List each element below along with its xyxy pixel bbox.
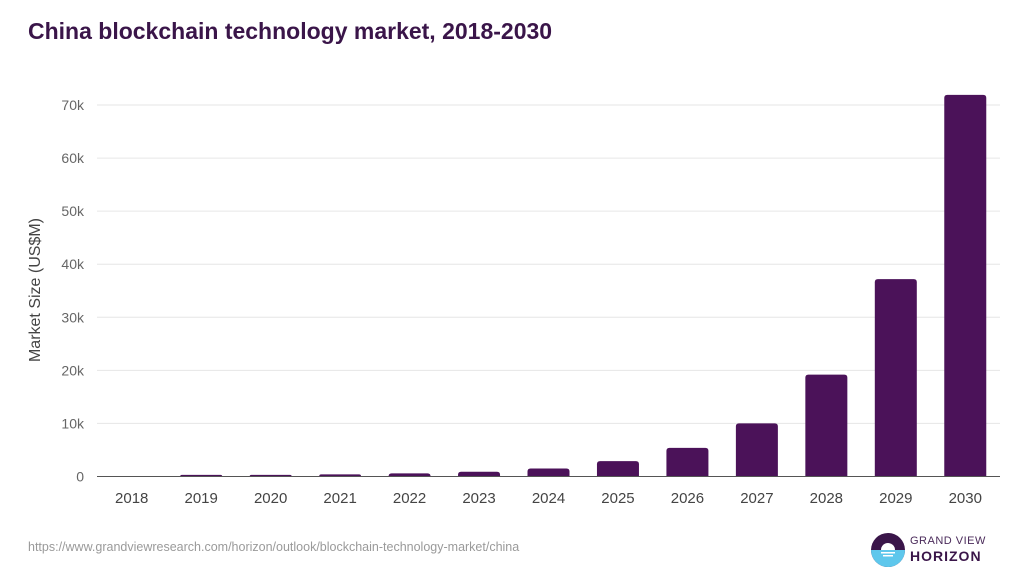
- x-tick-label: 2026: [671, 490, 704, 507]
- x-tick-label: 2018: [115, 490, 148, 507]
- x-tick-label: 2019: [185, 490, 218, 507]
- y-tick-label: 0: [76, 469, 84, 485]
- bar-2026: [666, 447, 709, 477]
- x-tick-label: 2025: [601, 490, 634, 507]
- bar-2025: [596, 461, 639, 477]
- x-tick-label: 2021: [323, 490, 356, 507]
- bar-2024: [527, 468, 570, 477]
- grand-view-horizon-logo: GRAND VIEW HORIZON: [870, 532, 1000, 568]
- y-tick-label: 20k: [61, 362, 85, 378]
- y-tick-label: 30k: [61, 309, 85, 325]
- x-tick-label: 2030: [949, 490, 982, 507]
- bar-2023: [458, 471, 501, 477]
- bar-2030: [944, 94, 987, 477]
- x-tick-label: 2029: [879, 490, 912, 507]
- bar-2029: [874, 279, 917, 477]
- x-tick-label: 2024: [532, 490, 565, 507]
- horizon-logo-icon: [871, 533, 905, 567]
- x-tick-label: 2023: [462, 490, 495, 507]
- y-tick-label: 10k: [61, 415, 85, 431]
- bar-2027: [735, 423, 778, 477]
- chart-title: China blockchain technology market, 2018…: [28, 18, 553, 44]
- x-tick-label: 2027: [740, 490, 773, 507]
- x-tick-label: 2020: [254, 490, 287, 507]
- y-tick-label: 60k: [61, 150, 85, 166]
- brand-line1: GRAND VIEW: [910, 535, 986, 547]
- brand-line2: HORIZON: [910, 548, 982, 564]
- source-url[interactable]: https://www.grandviewresearch.com/horizo…: [28, 540, 520, 554]
- bar-2028: [805, 374, 848, 477]
- bar-2021: [319, 474, 362, 477]
- y-tick-label: 70k: [61, 97, 85, 113]
- x-tick-label: 2028: [810, 490, 843, 507]
- x-tick-label: 2022: [393, 490, 426, 507]
- y-axis-label: Market Size (US$M): [27, 218, 44, 362]
- y-tick-label: 50k: [61, 203, 85, 219]
- y-tick-label: 40k: [61, 256, 85, 272]
- bar-2022: [388, 473, 431, 477]
